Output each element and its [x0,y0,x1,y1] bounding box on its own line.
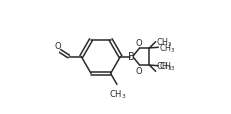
Text: CH$_3$: CH$_3$ [156,60,172,72]
Text: B: B [128,52,135,62]
Text: O: O [55,42,61,51]
Text: O: O [135,39,142,48]
Text: CH$_3$: CH$_3$ [158,42,175,54]
Text: O: O [135,66,142,75]
Text: CH$_3$: CH$_3$ [108,88,126,101]
Text: CH$_3$: CH$_3$ [158,60,175,72]
Text: CH$_3$: CH$_3$ [156,36,172,48]
